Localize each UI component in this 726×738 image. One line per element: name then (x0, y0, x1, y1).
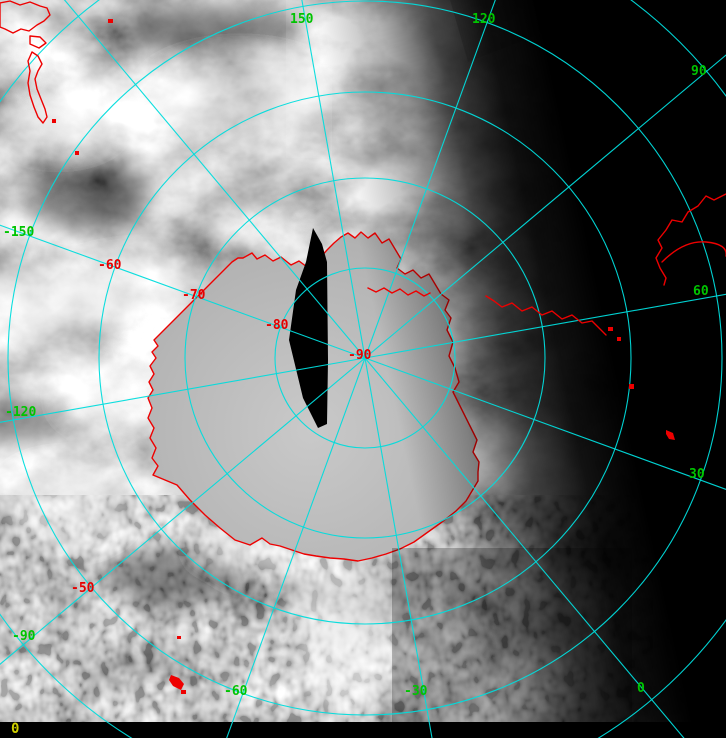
meridian--90 (0, 357, 366, 665)
meridian--60 (226, 357, 366, 738)
coastline-kerguelen-bay (661, 241, 726, 263)
meridian--30 (364, 357, 433, 738)
caption-bar: ANTARCTIC COMPOSITE VISIBLE IMAGE 17 OCT… (2, 723, 726, 738)
meridian-180 (63, 0, 366, 359)
latitude-circle--80 (274, 267, 456, 449)
coastline-island-cluster (29, 35, 47, 49)
coastline-island-chain (485, 295, 607, 336)
meridian-90 (364, 54, 726, 359)
island-dots (52, 19, 675, 694)
composite-seam-dark (392, 548, 632, 723)
latitude-circle--70 (184, 177, 546, 539)
meridian--120 (0, 357, 366, 423)
meridian-150 (301, 0, 366, 359)
meridian--150 (0, 224, 366, 359)
meridian-120 (364, 0, 496, 359)
coastline-overlay (0, 0, 726, 694)
latitude-circle--50 (7, 0, 723, 716)
coastline-long-island (27, 51, 48, 124)
meridian-0 (364, 357, 685, 738)
coastline-ice-shelf-edge (367, 287, 431, 297)
coastline-new-zealand (0, 0, 51, 34)
coastline-kerguelen (655, 193, 726, 286)
meridian-60 (364, 293, 726, 359)
meridian-30 (364, 357, 726, 490)
latitude-circle--60 (98, 91, 632, 625)
data-gap-wedge (289, 228, 328, 428)
station-marker-zero: 0 (11, 721, 20, 737)
caption-bar-background (0, 722, 726, 738)
